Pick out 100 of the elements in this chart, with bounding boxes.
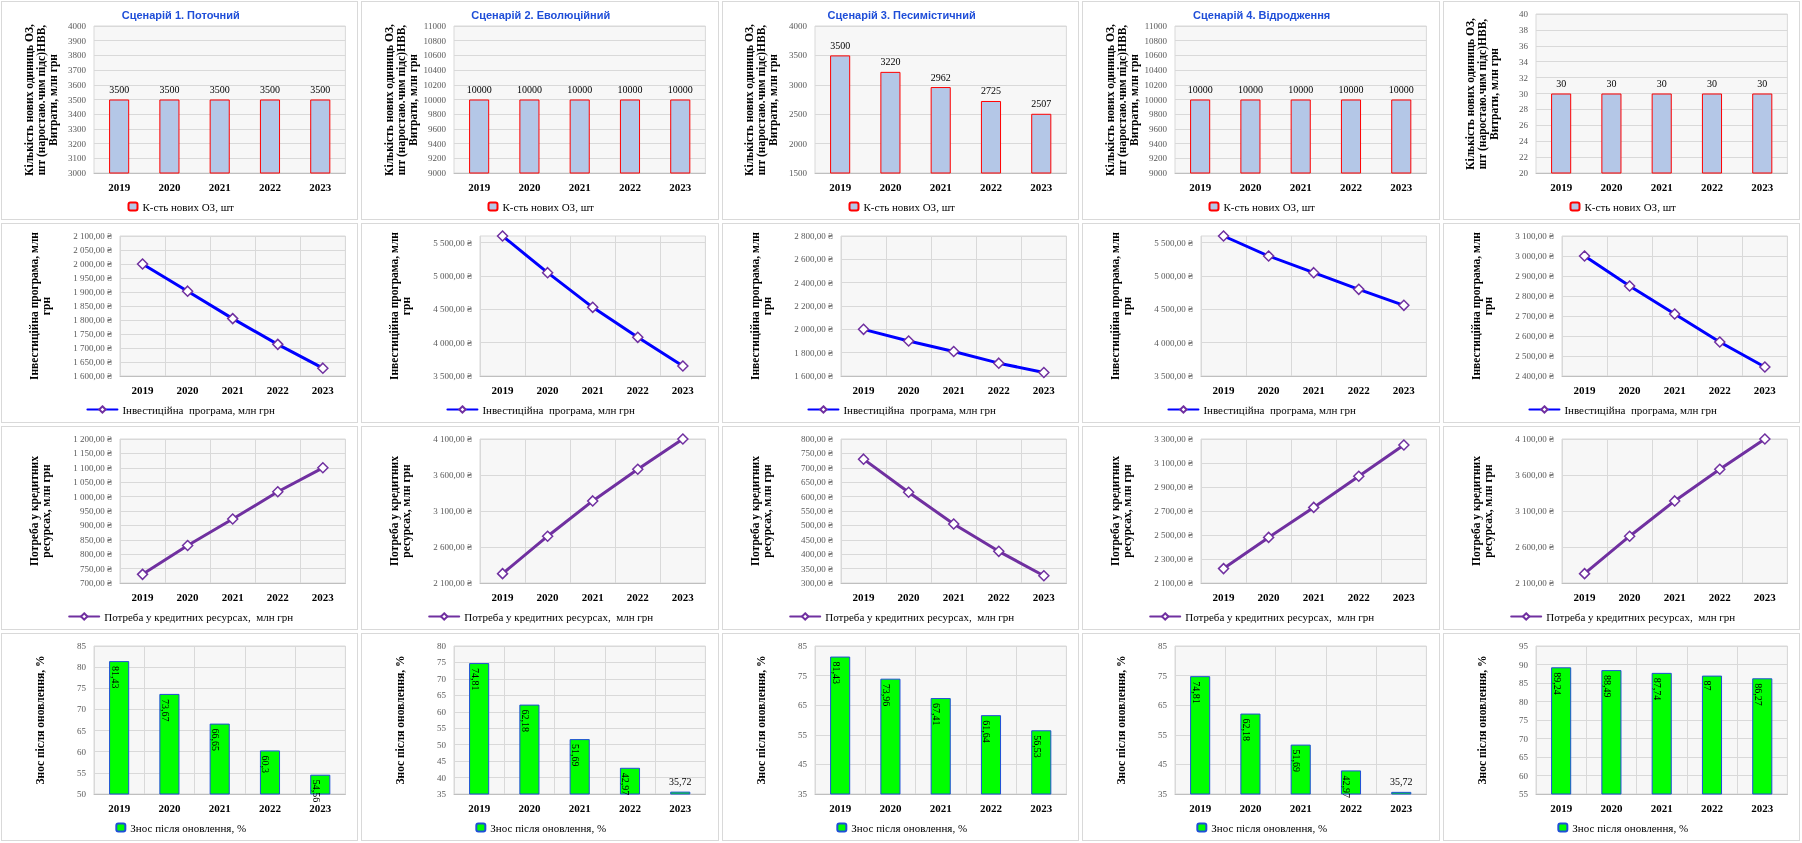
x-tick-label: 2023 — [1750, 801, 1774, 814]
point — [1217, 562, 1230, 575]
y-tick-label: 38 — [1518, 24, 1529, 35]
y-tick-label: 1 900,00 ₴ — [73, 287, 112, 297]
y-tick-label: 50 — [77, 789, 87, 799]
data-label: 66,65 — [210, 728, 222, 752]
y-tick-label: 10200 — [423, 79, 447, 90]
chart-title: Сценарій 4. Відродження — [1193, 8, 1331, 21]
x-tick-label: 2020 — [1239, 180, 1263, 193]
x-tick-label: 2023 — [669, 801, 693, 814]
y-tick-label: 85 — [77, 641, 87, 651]
y-tick-label: 60 — [1518, 770, 1529, 781]
legend-label: К-сть нових ОЗ, шт — [142, 200, 235, 213]
y-tick-label: 26 — [1518, 120, 1529, 131]
y-axis-title: Інвестиційна програма, млн грн — [1468, 231, 1496, 381]
y-tick-label: 2 300,00 ₴ — [1154, 554, 1194, 564]
x-tick-label: 2022 — [258, 180, 282, 193]
data-label: 10000 — [567, 84, 593, 95]
y-tick-label: 2 000,00 ₴ — [73, 259, 112, 269]
point — [136, 568, 149, 581]
x-tick-label: 2019 — [108, 180, 131, 193]
y-tick-label: 3900 — [68, 35, 87, 46]
y-tick-label: 85 — [797, 641, 808, 651]
point — [181, 539, 194, 552]
x-tick-label: 2019 — [131, 383, 155, 396]
data-label: 10000 — [517, 84, 543, 95]
x-tick-label: 2019 — [828, 801, 852, 814]
y-tick-label: 35 — [437, 789, 447, 799]
x-tick-label: 2020 — [879, 180, 902, 193]
y-tick-label: 30 — [1518, 88, 1529, 99]
y-tick-label: 3800 — [68, 50, 87, 61]
point — [1623, 530, 1635, 542]
data-label: 3500 — [109, 84, 130, 95]
x-tick-label: 2021 — [582, 590, 605, 603]
x-tick-label: 2020 — [897, 590, 920, 603]
x-tick-label: 2022 — [619, 801, 642, 814]
y-tick-label: 700,00 ₴ — [800, 462, 833, 473]
y-tick-label: 85 — [1158, 641, 1168, 651]
x-tick-label: 2019 — [1189, 180, 1212, 193]
point — [947, 518, 960, 530]
point — [1308, 501, 1320, 514]
x-tick-label: 2022 — [1708, 383, 1731, 396]
x-tick-label: 2021 — [1289, 801, 1312, 814]
x-tick-label: 2022 — [987, 590, 1011, 603]
x-tick-label: 2023 — [311, 590, 335, 603]
data-label: 10000 — [668, 84, 694, 95]
legend-label: Знос після оновлення, % — [1571, 821, 1688, 834]
x-tick-label: 2020 — [537, 383, 560, 396]
data-label: 67,41 — [931, 703, 942, 726]
point — [542, 530, 554, 542]
y-tick-label: 2 500,00 ₴ — [1154, 530, 1194, 540]
y-axis-title: Кількість нових одиниць ОЗ, шт (наростаю.чим підс)НВВ, Витрати, млн грн — [1102, 22, 1142, 178]
x-tick-label: 2022 — [1700, 801, 1724, 814]
x-tick-label: 2019 — [108, 801, 131, 814]
y-tick-label: 3 300,00 ₴ — [1154, 434, 1194, 444]
y-tick-label: 1 200,00 ₴ — [73, 434, 112, 444]
data-label: 86,27 — [1752, 683, 1764, 706]
y-tick-label: 4 000,00 ₴ — [433, 337, 473, 348]
legend-label: Інвестиційна програма, млн грн — [482, 403, 636, 416]
legend-label: Потреба у кредитних ресурсах, млн грн — [1545, 610, 1735, 623]
y-tick-label: 10400 — [423, 65, 447, 76]
x-tick-label: 2020 — [1600, 180, 1623, 193]
y-tick-label: 4000 — [68, 21, 87, 31]
x-tick-label: 2023 — [669, 180, 693, 193]
x-tick-label: 2021 — [582, 383, 605, 396]
x-tick-label: 2023 — [1753, 590, 1776, 603]
y-tick-label: 9600 — [1149, 123, 1168, 134]
x-tick-label: 2020 — [176, 590, 200, 603]
y-tick-label: 55 — [1518, 789, 1529, 799]
legend-label: К-сть нових ОЗ, шт — [502, 200, 595, 213]
y-tick-label: 22 — [1518, 152, 1528, 163]
legend-label: Потреба у кредитних ресурсах, млн грн — [464, 610, 654, 623]
x-tick-label: 2019 — [491, 383, 515, 396]
y-tick-label: 800,00 ₴ — [79, 549, 112, 560]
y-tick-label: 80 — [77, 662, 87, 673]
y-tick-label: 600,00 ₴ — [800, 491, 833, 502]
y-tick-label: 2 050,00 ₴ — [73, 245, 112, 255]
y-axis-title: Кількість нових одиниць ОЗ, шт (наростаю.чим підс)НВВ, Витрати, млн грн — [21, 22, 60, 178]
x-tick-label: 2020 — [1239, 801, 1263, 814]
y-axis-title: Знос після оновлення, % — [753, 654, 768, 787]
y-tick-label: 700,00 ₴ — [79, 578, 112, 588]
x-tick-label: 2021 — [929, 180, 952, 193]
y-tick-label: 9000 — [428, 168, 447, 178]
y-tick-label: 350,00 ₴ — [800, 563, 833, 574]
x-tick-label: 2020 — [1257, 590, 1281, 603]
x-tick-label: 2020 — [518, 180, 542, 193]
y-tick-label: 3 500,00 ₴ — [1154, 371, 1194, 381]
x-tick-label: 2021 — [1650, 180, 1673, 193]
x-tick-label: 2022 — [627, 590, 650, 603]
y-tick-label: 3 100,00 ₴ — [433, 506, 473, 516]
y-tick-label: 2 100,00 ₴ — [1154, 578, 1194, 588]
point — [1758, 433, 1771, 445]
data-label: 30 — [1706, 78, 1717, 89]
y-axis-title: Кількість нових одиниць ОЗ, шт (наростаю.чим підс)НВВ, Витрати, млн грн — [1462, 16, 1502, 172]
y-tick-label: 95 — [1518, 641, 1529, 651]
x-tick-label: 2021 — [221, 383, 244, 396]
y-tick-label: 1 600,00 ₴ — [73, 371, 112, 381]
data-label: 51,69 — [1291, 749, 1303, 773]
point — [1668, 495, 1681, 507]
y-tick-label: 1 950,00 ₴ — [73, 273, 112, 283]
